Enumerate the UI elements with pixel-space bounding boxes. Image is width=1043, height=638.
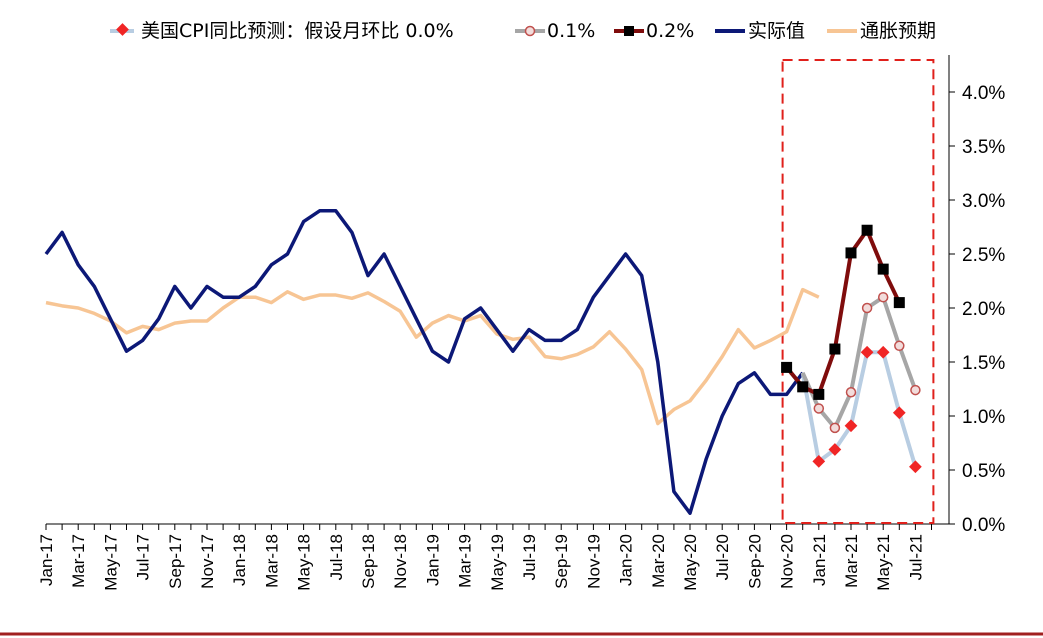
x-tick-label: Jul-17 (134, 534, 153, 580)
x-tick-label: May-21 (874, 534, 893, 591)
y-tick-label: 1.0% (962, 407, 1005, 428)
x-tick-label: Mar-18 (262, 534, 281, 588)
x-tick-label: Nov-17 (198, 534, 217, 589)
y-ticks: 0.0% 0.5% 1.0% 1.5% 2.0% 2.5% 3.0% 3.5% 4.0% (949, 83, 1005, 536)
x-tick-label: Jul-21 (906, 534, 925, 580)
data-point (861, 224, 873, 236)
series-line-expect (45, 287, 820, 426)
series-line-s2 (785, 228, 902, 397)
data-point (909, 460, 922, 474)
legend-label-actual: 实际值 (748, 20, 805, 42)
x-ticks: Jan-17 Mar-17 May-17 Jul-17 Sep-17 Nov-17 Jan-… (37, 524, 932, 591)
legend-entry-s1: 0.1% (515, 20, 595, 42)
y-tick-label: 0.5% (962, 461, 1005, 482)
x-tick-label: May-17 (101, 534, 120, 591)
x-tick-label: Sep-20 (745, 534, 764, 589)
data-point (861, 302, 873, 314)
series-line-actual (44, 209, 805, 515)
data-point (894, 340, 905, 352)
x-tick-label: May-19 (488, 534, 507, 591)
x-tick-label: Jul-20 (713, 534, 732, 580)
series-actual (44, 209, 805, 515)
series-expect (45, 287, 820, 426)
x-tick-label: Jul-19 (520, 534, 539, 580)
legend-label-s1: 0.1% (547, 20, 595, 42)
data-point (797, 381, 809, 393)
series-s1 (800, 291, 921, 434)
data-point (877, 263, 889, 275)
series-s2 (781, 224, 905, 400)
legend-label-s2: 0.2% (646, 20, 694, 42)
y-tick-label: 3.0% (962, 191, 1005, 212)
y-tick-label: 2.0% (962, 299, 1005, 320)
y-tick-label: 4.0% (962, 83, 1005, 104)
legend-label-s0-value: 0.0% (405, 20, 453, 42)
x-tick-label: Nov-18 (391, 534, 410, 589)
x-tick-label: May-20 (681, 534, 700, 591)
series-layer (44, 209, 922, 515)
data-point (829, 422, 841, 434)
x-tick-label: Nov-19 (584, 534, 603, 589)
legend: 美国CPI同比预测：假设月环比 0.0% 0.1% 0.2% 实际值 通胀预期 (110, 20, 936, 42)
data-point (860, 345, 874, 359)
data-point (877, 291, 889, 303)
data-point (829, 343, 841, 355)
legend-entry-expect: 通胀预期 (827, 20, 936, 42)
data-point (813, 403, 825, 414)
x-tick-label: Jul-18 (327, 534, 346, 580)
legend-entry-s2: 0.2% (614, 20, 694, 42)
y-tick-label: 2.5% (962, 245, 1005, 266)
x-tick-label: Sep-18 (359, 534, 378, 589)
x-tick-label: Mar-21 (842, 534, 861, 588)
data-point (845, 386, 857, 398)
y-tick-label: 3.5% (962, 137, 1005, 158)
data-point (813, 388, 825, 400)
legend-label-s0: 美国CPI同比预测：假设月环比 0.0% (141, 20, 454, 42)
y-tick-label: 1.5% (962, 353, 1005, 374)
x-tick-label: Mar-17 (69, 534, 88, 588)
x-tick-label: Jan-19 (423, 534, 442, 586)
data-point (876, 345, 890, 359)
data-point (845, 247, 857, 259)
x-tick-label: Sep-17 (166, 534, 185, 589)
data-point (892, 406, 906, 420)
y-tick-label: 0.0% (962, 515, 1005, 536)
data-point (910, 384, 921, 396)
forecast-highlight-box (781, 59, 935, 524)
x-tick-label: Jan-17 (37, 534, 56, 586)
legend-prefix: 美国CPI同比预测：假设月环比 (141, 20, 399, 42)
x-tick-label: Jan-21 (810, 534, 829, 586)
data-point (893, 297, 905, 309)
legend-entry-s0: 美国CPI同比预测：假设月环比 0.0% (110, 20, 454, 42)
x-tick-label: Mar-19 (456, 534, 475, 588)
legend-label-expect: 通胀预期 (860, 20, 936, 42)
x-tick-label: Mar-20 (649, 534, 668, 588)
x-tick-label: Nov-20 (778, 534, 797, 589)
legend-entry-actual: 实际值 (715, 20, 805, 42)
x-tick-label: May-18 (295, 534, 314, 591)
x-tick-label: Jan-18 (230, 534, 249, 586)
x-tick-label: Jan-20 (617, 534, 636, 586)
data-point (781, 361, 793, 373)
x-tick-label: Sep-19 (552, 534, 571, 589)
